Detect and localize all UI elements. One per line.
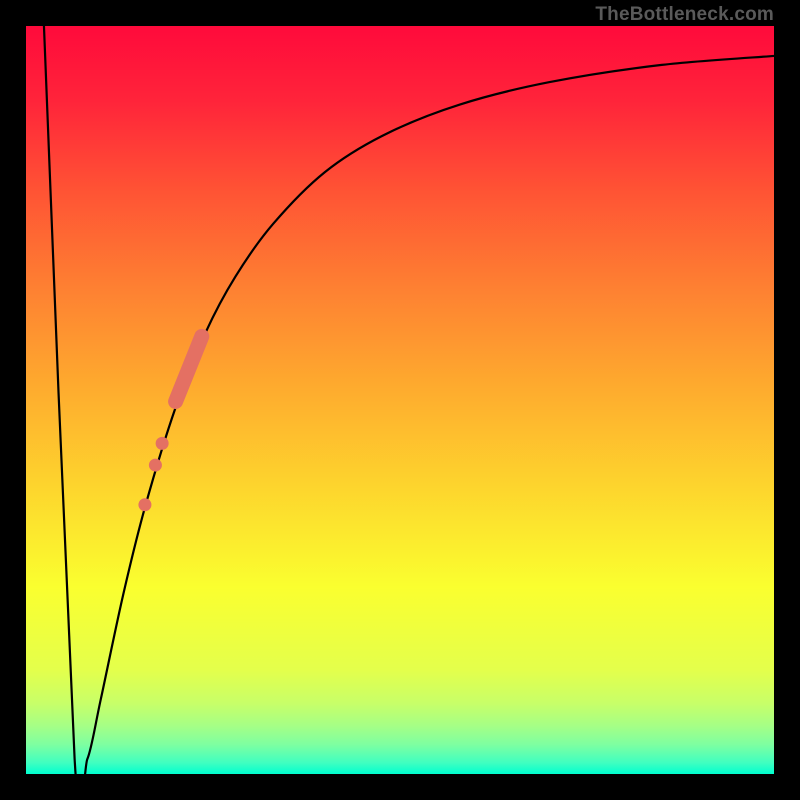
gradient-rect <box>26 26 774 774</box>
gradient-background <box>26 26 774 774</box>
attribution-text: TheBottleneck.com <box>595 4 774 26</box>
chart-container: TheBottleneck.com <box>0 0 800 800</box>
plot-area <box>26 26 774 774</box>
